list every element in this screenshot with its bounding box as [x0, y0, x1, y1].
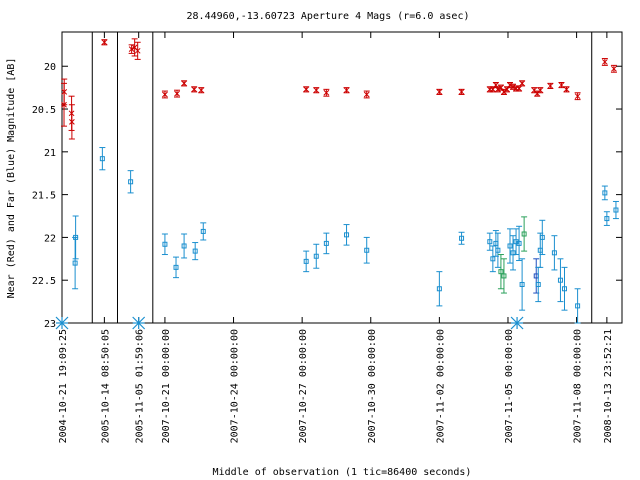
- near-point-29: [513, 85, 520, 92]
- x-tick-label-6: 2007-10-30 00:00:00: [367, 329, 378, 443]
- x-tick-label-3: 2007-10-21 00:00:00: [161, 329, 172, 443]
- series-far: [55, 147, 619, 330]
- x-axis: 2004-10-21 19:09:25 2005-10-14 08:50:05 20…: [58, 32, 614, 443]
- near-point-30: [516, 85, 523, 92]
- near-point-16: [343, 87, 350, 94]
- near-point-1: [61, 78, 68, 106]
- near-point-12: [198, 87, 205, 94]
- near-point-18: [436, 88, 443, 95]
- near-point-5: [128, 44, 135, 54]
- far-point-3: [99, 147, 106, 171]
- far-point-5: [132, 316, 146, 330]
- far-point-38: [574, 288, 581, 324]
- plot-frame: [61, 31, 623, 324]
- far-point-40: [603, 211, 610, 226]
- far-point-24: [507, 228, 513, 264]
- far-point-2: [72, 236, 79, 290]
- x-axis-label: Middle of observation (1 tic=86400 secon…: [213, 467, 472, 478]
- far-point-8: [181, 233, 188, 259]
- far-point-23: [500, 258, 507, 294]
- near-point-17: [363, 90, 370, 99]
- far-point-36: [557, 258, 564, 303]
- near-point-31: [519, 80, 526, 87]
- near-point-35: [547, 82, 554, 89]
- near-point-40: [610, 64, 617, 73]
- far-point-22: [497, 254, 504, 290]
- far-point-29: [519, 258, 526, 311]
- near-point-20: [486, 86, 493, 93]
- near-point-13: [303, 86, 310, 93]
- near-point-39: [601, 58, 608, 66]
- far-point-4: [127, 170, 134, 194]
- far-point-18: [486, 232, 493, 251]
- y-tick-label-0: 20: [44, 62, 56, 73]
- far-point-28: [516, 225, 523, 262]
- near-point-15: [323, 88, 330, 97]
- series-near: [61, 38, 617, 140]
- x-tick-label-1: 2005-10-14 08:50:05: [100, 329, 111, 443]
- near-point-4: [101, 39, 108, 46]
- near-point-19: [458, 88, 465, 95]
- x-tick-label-9: 2007-11-08 00:00:00: [573, 329, 584, 443]
- x-tick-label-5: 2007-10-27 00:00:00: [298, 329, 309, 443]
- near-point-14: [313, 87, 320, 94]
- near-point-7: [134, 41, 141, 60]
- far-point-7: [173, 256, 180, 279]
- segment-dividers: [91, 32, 593, 323]
- far-point-30: [521, 216, 528, 252]
- y-axis: 20 20.5 21 21.5 22 22.5 23: [32, 62, 622, 330]
- far-point-16: [436, 271, 443, 307]
- far-point-6: [161, 233, 168, 256]
- chart-title: 28.44960,-13.60723 Aperture 4 Mags (r=6.…: [187, 11, 470, 22]
- far-point-41: [612, 200, 619, 220]
- far-point-15: [363, 236, 370, 264]
- far-point-17: [458, 231, 465, 245]
- near-point-37: [563, 86, 570, 93]
- near-point-38: [574, 92, 581, 101]
- x-tick-label-10: 2008-10-13 23:52:21: [603, 329, 614, 443]
- near-point-11: [191, 86, 198, 93]
- x-tick-label-0: 2004-10-21 19:09:25: [58, 329, 69, 443]
- x-tick-label-4: 2007-10-24 00:00:00: [230, 329, 241, 443]
- far-point-37: [561, 266, 568, 311]
- near-point-34: [537, 87, 544, 94]
- near-point-27: [507, 81, 513, 89]
- y-tick-label-2: 21: [44, 148, 56, 159]
- far-point-27: [510, 316, 524, 330]
- near-point-10: [181, 80, 188, 87]
- y-tick-label-1: 20.5: [32, 105, 56, 116]
- x-tick-label-8: 2007-11-05 00:00:00: [504, 329, 515, 443]
- x-tick-label-7: 2007-11-02 00:00:00: [435, 329, 446, 443]
- far-point-34: [539, 219, 546, 256]
- y-tick-label-6: 23: [44, 319, 56, 330]
- far-point-25: [510, 235, 517, 271]
- far-point-0: [55, 316, 69, 330]
- far-point-35: [551, 235, 558, 271]
- x-tick-label-2: 2005-11-05 01:59:06: [135, 329, 146, 443]
- y-axis-label: Near (Red) and Far (Blue) Magnitude [AB]: [6, 58, 17, 299]
- near-point-9: [174, 89, 181, 98]
- far-point-13: [323, 232, 330, 255]
- near-point-8: [161, 90, 168, 99]
- near-point-3: [68, 104, 75, 140]
- far-point-9: [192, 242, 199, 261]
- y-tick-label-4: 22: [44, 233, 56, 244]
- far-point-14: [343, 224, 350, 246]
- near-point-23: [494, 86, 501, 93]
- near-point-36: [558, 81, 565, 89]
- far-point-39: [601, 185, 608, 201]
- far-point-12: [313, 243, 320, 269]
- near-point-28: [510, 83, 517, 90]
- y-tick-label-3: 21.5: [32, 191, 56, 202]
- far-point-19: [489, 245, 496, 273]
- y-tick-label-5: 22.5: [32, 276, 56, 287]
- far-point-10: [200, 222, 207, 241]
- far-point-11: [303, 250, 310, 273]
- far-point-21: [494, 232, 501, 268]
